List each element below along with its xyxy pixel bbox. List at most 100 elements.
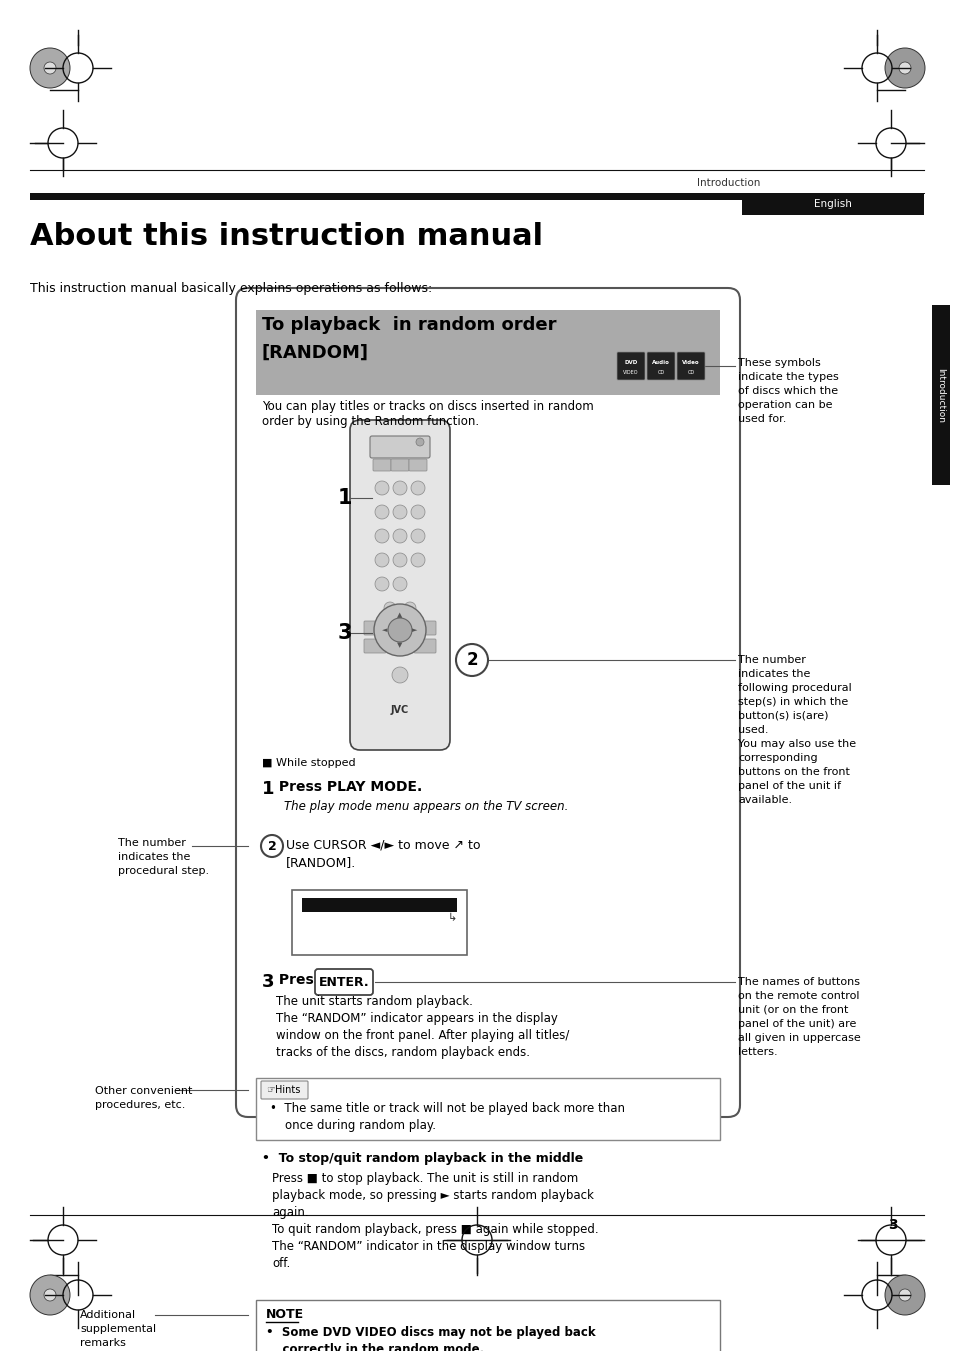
FancyBboxPatch shape [677,353,704,380]
FancyBboxPatch shape [391,459,409,471]
Text: The number
indicates the
procedural step.: The number indicates the procedural step… [118,838,209,875]
Text: •  Some DVD VIDEO discs may not be played back
    correctly in the random mode.: • Some DVD VIDEO discs may not be played… [266,1325,595,1351]
Circle shape [393,577,407,590]
Circle shape [392,667,408,684]
FancyBboxPatch shape [314,969,373,994]
Circle shape [374,604,426,657]
Text: 3: 3 [887,1219,897,1232]
Text: CD: CD [687,370,694,374]
Circle shape [411,505,424,519]
Text: ↳: ↳ [447,913,456,923]
Text: The names of buttons
on the remote control
unit (or on the front
panel of the un: The names of buttons on the remote contr… [738,977,860,1056]
Text: ■ While stopped: ■ While stopped [262,758,355,767]
Circle shape [44,62,56,74]
Text: Introduction: Introduction [696,178,760,188]
Circle shape [456,644,488,676]
Bar [302,898,456,912]
FancyBboxPatch shape [370,436,430,458]
Text: 1: 1 [337,488,352,508]
Text: 3: 3 [262,973,274,992]
Circle shape [884,1275,924,1315]
Text: You can play titles or tracks on discs inserted in random
order by using the Ran: You can play titles or tracks on discs i… [262,400,593,428]
Text: [RANDOM]: [RANDOM] [262,345,369,362]
Text: The unit starts random playback.
The “RANDOM” indicator appears in the display
w: The unit starts random playback. The “RA… [275,994,569,1059]
FancyBboxPatch shape [235,288,740,1117]
Text: About this instruction manual: About this instruction manual [30,222,542,251]
Circle shape [388,617,412,642]
Bar [255,1300,720,1351]
Text: Introduction: Introduction [936,367,944,423]
Circle shape [898,1289,910,1301]
Text: JVC: JVC [391,705,409,715]
Text: [RANDOM].: [RANDOM]. [286,857,355,869]
Circle shape [898,62,910,74]
Circle shape [393,530,407,543]
Text: The play mode menu appears on the TV screen.: The play mode menu appears on the TV scr… [284,800,568,813]
Text: •  To stop/quit random playback in the middle: • To stop/quit random playback in the mi… [262,1152,582,1165]
Text: 3: 3 [337,623,352,643]
Text: ▼: ▼ [396,642,402,648]
FancyBboxPatch shape [389,621,411,635]
FancyBboxPatch shape [389,639,411,653]
Circle shape [44,1289,56,1301]
Text: To playback  in random order: To playback in random order [262,316,556,334]
Circle shape [416,438,423,446]
FancyBboxPatch shape [414,639,436,653]
Circle shape [30,1275,70,1315]
FancyBboxPatch shape [261,1081,308,1098]
Circle shape [375,553,389,567]
Text: 2: 2 [466,651,477,669]
Circle shape [393,553,407,567]
Text: ENTER.: ENTER. [318,975,369,989]
Text: ▲: ▲ [396,612,402,617]
FancyBboxPatch shape [364,639,386,653]
Circle shape [375,505,389,519]
Circle shape [384,603,395,613]
Circle shape [411,530,424,543]
Text: Additional
supplemental
remarks: Additional supplemental remarks [80,1310,156,1348]
Circle shape [30,49,70,88]
Text: Press PLAY MODE.: Press PLAY MODE. [274,780,422,794]
Text: NOTE: NOTE [266,1308,304,1321]
Text: CD: CD [657,370,664,374]
Bar [741,193,923,215]
Text: Use CURSOR ◄/► to move ↗ to: Use CURSOR ◄/► to move ↗ to [286,838,480,851]
Bar [292,890,467,955]
FancyBboxPatch shape [350,420,450,750]
Text: Other convenient
procedures, etc.: Other convenient procedures, etc. [95,1086,193,1111]
FancyBboxPatch shape [373,459,391,471]
Circle shape [411,481,424,494]
Bar [931,305,949,485]
Circle shape [403,603,416,613]
FancyBboxPatch shape [617,353,644,380]
Text: VIDEO: VIDEO [622,370,639,374]
FancyBboxPatch shape [409,459,427,471]
Text: DVD: DVD [623,361,637,366]
Circle shape [375,481,389,494]
Circle shape [884,49,924,88]
Circle shape [411,553,424,567]
Text: Press: Press [274,973,327,988]
Text: Press ■ to stop playback. The unit is still in random
playback mode, so pressing: Press ■ to stop playback. The unit is st… [272,1173,598,1270]
Bar [255,309,720,394]
Circle shape [393,505,407,519]
Text: These symbols
indicate the types
of discs which the
operation can be
used for.: These symbols indicate the types of disc… [738,358,838,424]
Text: The number
indicates the
following procedural
step(s) in which the
button(s) is(: The number indicates the following proce… [738,655,855,805]
Circle shape [393,481,407,494]
Text: English: English [813,199,851,209]
FancyBboxPatch shape [364,621,386,635]
Circle shape [375,530,389,543]
Text: ☞: ☞ [266,1085,274,1096]
Bar [255,1078,720,1140]
Text: Audio: Audio [652,361,669,366]
Text: Video: Video [681,361,700,366]
Circle shape [261,835,283,857]
Text: •  The same title or track will not be played back more than
    once during ran: • The same title or track will not be pl… [270,1102,624,1132]
Text: ◄: ◄ [382,627,387,634]
Text: 1: 1 [262,780,274,798]
Text: Hints: Hints [274,1085,300,1096]
Text: ►: ► [412,627,417,634]
Circle shape [375,577,389,590]
Text: 2: 2 [268,839,276,852]
Bar [30,193,741,200]
